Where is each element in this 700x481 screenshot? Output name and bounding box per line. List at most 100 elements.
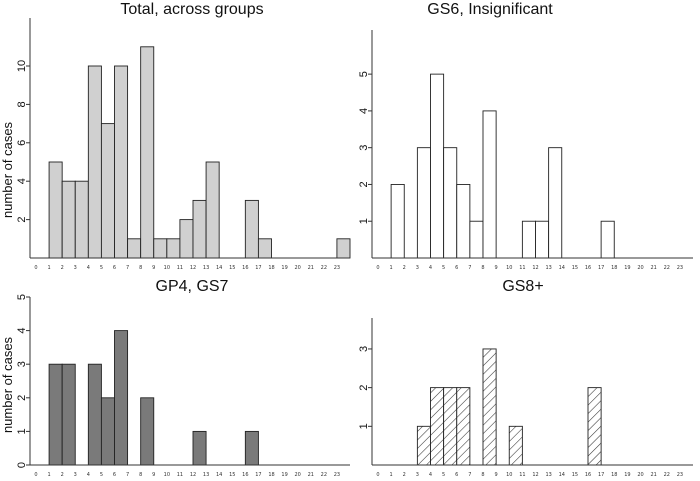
- histogram-bar: [140, 397, 155, 466]
- x-tick-label: 14: [216, 472, 222, 478]
- y-axis-label: number of cases: [0, 121, 15, 218]
- x-tick-label: 10: [164, 265, 170, 271]
- histogram-bar: [430, 387, 445, 466]
- x-tick-label: 23: [334, 472, 340, 478]
- histogram-bar: [87, 363, 102, 466]
- x-tick-label: 15: [572, 265, 578, 271]
- histogram-bar: [192, 199, 207, 259]
- x-tick-label: 6: [113, 472, 116, 478]
- chart-title: GP4, GS7: [156, 278, 229, 295]
- histogram-bar: [61, 180, 76, 259]
- y-tick-label: 10: [16, 60, 28, 72]
- x-tick-label: 8: [481, 265, 484, 271]
- x-tick-label: 12: [532, 265, 538, 271]
- x-tick-label: 5: [100, 472, 103, 478]
- histogram-bar: [521, 220, 536, 259]
- x-tick-label: 16: [242, 472, 248, 478]
- x-tick-label: 3: [74, 265, 77, 271]
- y-tick-label: 1: [16, 428, 28, 434]
- x-tick-label: 18: [268, 265, 274, 271]
- x-tick-label: 22: [321, 265, 327, 271]
- histogram-bar: [456, 184, 471, 259]
- histogram-bar: [257, 238, 272, 259]
- x-tick-label: 13: [203, 472, 209, 478]
- x-tick-label: 22: [664, 472, 670, 478]
- x-tick-label: 19: [281, 265, 287, 271]
- x-tick-label: 17: [598, 265, 604, 271]
- x-tick-label: 18: [611, 265, 617, 271]
- x-tick-label: 5: [442, 265, 445, 271]
- x-tick-label: 15: [572, 472, 578, 478]
- x-tick-label: 11: [177, 265, 183, 271]
- x-tick-label: 9: [495, 265, 498, 271]
- histogram-bar: [114, 65, 129, 259]
- histogram-bar: [166, 238, 181, 259]
- x-tick-label: 2: [61, 472, 64, 478]
- x-tick-label: 5: [442, 472, 445, 478]
- x-tick-label: 16: [585, 472, 591, 478]
- x-tick-label: 21: [650, 472, 656, 478]
- x-tick-label: 9: [495, 472, 498, 478]
- histogram-bar: [100, 397, 115, 466]
- histogram-bar: [482, 348, 497, 466]
- x-tick-label: 2: [403, 472, 406, 478]
- y-axis-label: number of cases: [0, 336, 15, 433]
- x-tick-label: 17: [255, 472, 261, 478]
- x-tick-label: 13: [545, 265, 551, 271]
- histogram-bar: [205, 161, 220, 259]
- x-tick-label: 2: [403, 265, 406, 271]
- x-tick-label: 1: [390, 265, 393, 271]
- x-tick-label: 1: [47, 472, 50, 478]
- x-tick-label: 9: [152, 472, 155, 478]
- histogram-bar: [443, 387, 458, 466]
- x-tick-label: 12: [190, 265, 196, 271]
- histogram-bar: [244, 199, 259, 259]
- chart-title: GS6, Insignificant: [427, 1, 553, 18]
- x-tick-label: 0: [376, 472, 379, 478]
- x-tick-label: 4: [87, 265, 90, 271]
- x-tick-label: 6: [455, 265, 458, 271]
- histogram-bar: [390, 184, 405, 259]
- x-tick-label: 18: [268, 472, 274, 478]
- x-tick-label: 14: [559, 265, 565, 271]
- y-tick-label: 3: [358, 346, 370, 352]
- x-tick-label: 18: [611, 472, 617, 478]
- x-tick-label: 21: [650, 265, 656, 271]
- histogram-bar: [508, 425, 523, 466]
- x-tick-label: 5: [100, 265, 103, 271]
- x-tick-label: 15: [229, 265, 235, 271]
- x-tick-label: 10: [506, 472, 512, 478]
- x-tick-label: 20: [637, 472, 643, 478]
- y-tick-label: 6: [16, 140, 28, 146]
- y-tick-label: 2: [358, 181, 370, 187]
- y-tick-label: 1: [358, 218, 370, 224]
- x-tick-label: 0: [34, 472, 37, 478]
- x-tick-label: 11: [519, 472, 525, 478]
- y-tick-label: 3: [358, 145, 370, 151]
- histogram-bar: [336, 238, 351, 259]
- x-tick-label: 1: [47, 265, 50, 271]
- histogram-bar: [179, 219, 194, 259]
- x-tick-label: 0: [34, 265, 37, 271]
- x-tick-label: 23: [677, 265, 683, 271]
- y-tick-label: 4: [16, 178, 28, 184]
- x-tick-label: 12: [532, 472, 538, 478]
- x-tick-label: 17: [255, 265, 261, 271]
- histogram-bar: [548, 147, 563, 259]
- histogram-bar: [244, 430, 259, 466]
- y-tick-label: 5: [16, 294, 28, 300]
- y-tick-label: 2: [16, 395, 28, 401]
- histogram-bar: [114, 330, 129, 466]
- y-tick-label: 4: [358, 108, 370, 114]
- x-tick-label: 11: [177, 472, 183, 478]
- histogram-bar: [192, 430, 207, 466]
- histogram-bar: [443, 147, 458, 259]
- y-tick-label: 8: [16, 101, 28, 107]
- x-tick-label: 21: [308, 472, 314, 478]
- chart-title: Total, across groups: [120, 1, 263, 18]
- x-tick-label: 19: [624, 265, 630, 271]
- histogram-bar: [48, 363, 63, 466]
